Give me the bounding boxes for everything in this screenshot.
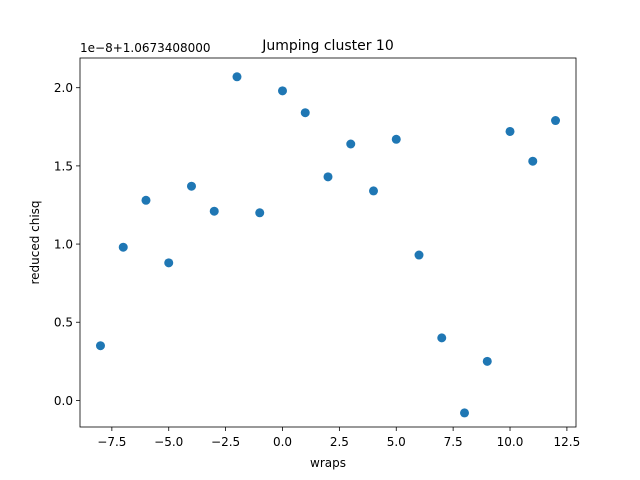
plot-frame [79, 57, 577, 428]
data-point [437, 333, 447, 343]
y-axis-label: reduced chisq [28, 200, 42, 284]
data-point [414, 250, 424, 260]
data-point [391, 134, 401, 144]
data-point [323, 172, 333, 182]
y-tick-label: 0.5 [54, 316, 73, 330]
y-tick-label: 0.0 [54, 394, 73, 408]
y-tick-label: 1.0 [54, 238, 73, 252]
data-point [209, 206, 219, 216]
chart-title: Jumping cluster 10 [261, 38, 394, 54]
x-tick-label: 12.5 [554, 435, 581, 449]
data-point [186, 181, 196, 191]
data-point [505, 126, 515, 136]
x-tick-label: −2.5 [211, 435, 240, 449]
data-point [255, 208, 265, 218]
data-point [118, 242, 128, 252]
x-tick-label: 2.5 [330, 435, 349, 449]
x-axis-label: wraps [310, 456, 346, 470]
data-point [141, 195, 151, 205]
x-tick-label: 5.0 [387, 435, 406, 449]
data-point [482, 356, 492, 366]
x-axis-ticks: −7.5 −5.0 −2.5 0.0 2.5 5.0 7.5 10.0 12.5 [97, 427, 580, 449]
data-point [95, 341, 105, 351]
x-tick-label: −5.0 [154, 435, 183, 449]
y-axis-offset-label: 1e−8+1.0673408000 [80, 41, 211, 55]
data-points [95, 72, 561, 418]
plot-area [80, 58, 576, 427]
x-tick-label: 7.5 [444, 435, 463, 449]
data-point [528, 156, 538, 166]
data-point [232, 72, 242, 82]
x-tick-label: 0.0 [273, 435, 292, 449]
x-tick-label: −7.5 [97, 435, 126, 449]
data-point [369, 186, 379, 196]
y-tick-label: 2.0 [54, 81, 73, 95]
y-axis-ticks: 0.0 0.5 1.0 1.5 2.0 [54, 81, 80, 408]
y-tick-label: 1.5 [54, 159, 73, 173]
data-point [300, 108, 310, 118]
data-point [164, 258, 174, 268]
data-point [277, 86, 287, 96]
data-point [346, 139, 356, 149]
x-tick-label: 10.0 [497, 435, 524, 449]
data-point [551, 116, 561, 126]
data-point [460, 408, 470, 418]
